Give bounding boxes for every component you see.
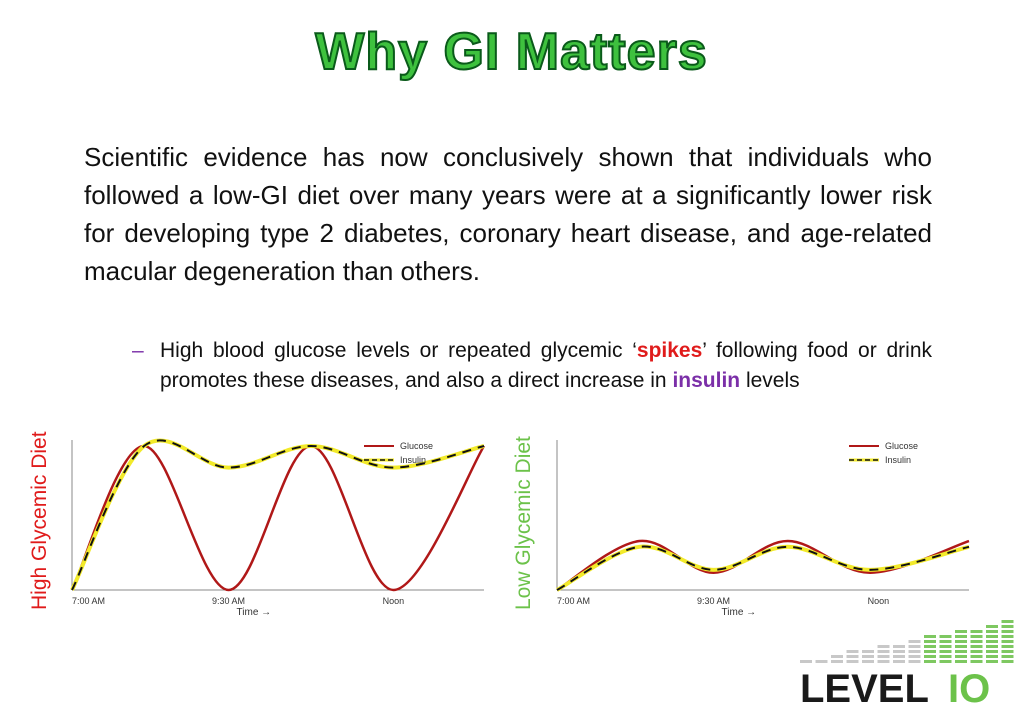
- logo-bar-segment: [970, 650, 983, 653]
- logo-bar-segment: [986, 660, 998, 663]
- logo-bar-segment: [970, 630, 983, 633]
- logo-bar-segment: [1001, 625, 1014, 628]
- logo-bar-segment: [955, 630, 967, 633]
- spikes-emphasis: spikes: [636, 339, 703, 362]
- logo-bar-segment: [815, 660, 828, 663]
- logo-bar-segment: [1001, 655, 1014, 658]
- bullet-text-pre: High blood glucose levels or repeated gl…: [160, 339, 637, 362]
- logo-bar-segment: [986, 630, 998, 633]
- logo-bar-segment: [908, 640, 921, 643]
- logo-bar-segment: [893, 655, 905, 658]
- bullet-text-post: levels: [740, 369, 800, 392]
- low-glycemic-label: Low Glycemic Diet: [512, 436, 535, 610]
- logo-bar-segment: [1001, 635, 1014, 638]
- legend-label: Insulin: [400, 455, 426, 465]
- logo-bar-segment: [893, 660, 905, 663]
- insulin-line: [71, 439, 485, 591]
- bullet-text: High blood glucose levels or repeated gl…: [160, 336, 932, 396]
- logo-bar-segment: [924, 635, 936, 638]
- logo-bar-segment: [877, 660, 890, 663]
- logo-bar-segment: [908, 655, 921, 658]
- logo-bar-segment: [862, 650, 874, 653]
- legend-label: Glucose: [885, 441, 918, 451]
- logo-bar-segment: [955, 635, 967, 638]
- insulin-line: [556, 545, 970, 591]
- logo-bar-segment: [970, 660, 983, 663]
- logo-bar-segment: [1001, 630, 1014, 633]
- logo-bar-segment: [970, 645, 983, 648]
- logo-bar-segment: [1001, 660, 1014, 663]
- logo-bar-segment: [800, 660, 812, 663]
- x-tick-label: Noon: [868, 596, 890, 606]
- logo-bar-segment: [986, 650, 998, 653]
- slide-title: Why GI Matters: [314, 22, 708, 82]
- logo-bar-segment: [986, 640, 998, 643]
- logo-bar-segment: [955, 645, 967, 648]
- bullet-dash: –: [132, 339, 144, 362]
- insulin-emphasis: insulin: [672, 369, 741, 392]
- legend-label: Insulin: [885, 455, 911, 465]
- x-tick-label: 7:00 AM: [557, 596, 590, 606]
- level-io-logo: LEVEL IO: [798, 620, 1018, 711]
- logo-bar-segment: [1001, 650, 1014, 653]
- glucose-line: [70, 444, 486, 592]
- logo-bar-segment: [955, 655, 967, 658]
- x-axis-label: Time →: [722, 607, 757, 618]
- logo-bar-segment: [986, 635, 998, 638]
- low-glycemic-chart: 7:00 AM 9:30 AM Noon Time → Glucose Insulin: [556, 440, 970, 618]
- logo-bar-segment: [955, 650, 967, 653]
- logo-bar-segment: [939, 645, 952, 648]
- logo-bar-segment: [986, 625, 998, 628]
- logo-bar-segment: [846, 655, 859, 658]
- logo-bar-segment: [846, 660, 859, 663]
- logo-bar-segment: [908, 645, 921, 648]
- logo-bar-segment: [877, 645, 890, 648]
- logo-bar-segment: [970, 655, 983, 658]
- logo-bar-segment: [924, 645, 936, 648]
- logo-bar-segment: [939, 655, 952, 658]
- logo-bar-segment: [939, 660, 952, 663]
- logo-bar-segment: [939, 640, 952, 643]
- logo-bar-segment: [831, 655, 843, 658]
- logo-bar-segment: [1001, 645, 1014, 648]
- logo-bar-segment: [877, 650, 890, 653]
- logo-bar-segment: [986, 645, 998, 648]
- bullet-text-mid: ’ following food or drink promotes these…: [160, 339, 933, 392]
- logo-bar-segment: [986, 655, 998, 658]
- logo-bar-segment: [893, 645, 905, 648]
- logo-bar-segment: [924, 640, 936, 643]
- logo-bar-segment: [970, 640, 983, 643]
- high-glycemic-label: High Glycemic Diet: [28, 431, 51, 610]
- x-tick-label: 7:00 AM: [72, 596, 105, 606]
- logo-graphic: LEVEL IO: [800, 620, 1014, 711]
- logo-bar-segment: [862, 660, 874, 663]
- main-paragraph: Scientific evidence has now conclusively…: [84, 142, 932, 286]
- logo-bar-segment: [955, 640, 967, 643]
- logo-bar-segment: [1001, 620, 1014, 623]
- high-glycemic-chart: 7:00 AM 9:30 AM Noon Time → Glucose Insulin: [70, 438, 486, 618]
- logo-bar-segment: [955, 660, 967, 663]
- logo-bar-segment: [862, 655, 874, 658]
- bullet-item: – High blood glucose levels or repeated …: [132, 336, 932, 396]
- logo-bar-segment: [908, 660, 921, 663]
- logo-bar-segment: [893, 650, 905, 653]
- logo-bar-segment: [939, 650, 952, 653]
- logo-bar-segment: [939, 635, 952, 638]
- logo-bar-segment: [924, 650, 936, 653]
- logo-bar-segment: [924, 655, 936, 658]
- logo-text: LEVEL: [800, 667, 929, 706]
- logo-bar-segment: [877, 655, 890, 658]
- logo-bar-segment: [970, 635, 983, 638]
- logo-bar-segment: [846, 650, 859, 653]
- x-tick-label: 9:30 AM: [697, 596, 730, 606]
- logo-bar-segment: [1001, 640, 1014, 643]
- logo-bar-segment: [831, 660, 843, 663]
- x-axis-label: Time →: [237, 607, 272, 618]
- x-tick-label: Noon: [383, 596, 405, 606]
- logo-text-accent: IO: [948, 667, 990, 706]
- logo-bar-segment: [924, 660, 936, 663]
- legend-label: Glucose: [400, 441, 433, 451]
- x-tick-label: 9:30 AM: [212, 596, 245, 606]
- logo-bar-segment: [908, 650, 921, 653]
